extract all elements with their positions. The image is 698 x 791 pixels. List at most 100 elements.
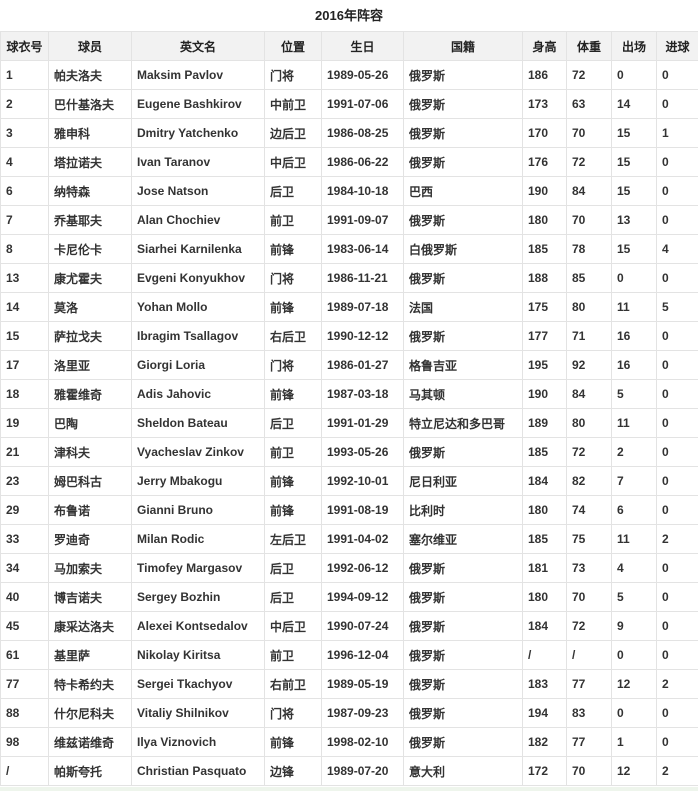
table-cell: 72 — [566, 147, 612, 177]
table-cell: / — [566, 640, 612, 670]
table-cell: 布鲁诺 — [48, 495, 132, 525]
table-cell: 门将 — [264, 60, 322, 90]
table-cell: 190 — [522, 379, 567, 409]
table-cell: 前锋 — [264, 292, 322, 322]
table-cell: Sergei Tkachyov — [131, 669, 265, 699]
table-cell: 俄罗斯 — [403, 60, 523, 90]
table-cell: 70 — [566, 205, 612, 235]
table-cell: 77 — [566, 669, 612, 699]
table-cell: 纳特森 — [48, 176, 132, 206]
table-cell: 0 — [656, 611, 698, 641]
table-cell: 4 — [0, 147, 49, 177]
squad-table: 球衣号 球员 英文名 位置 生日 国籍 身高 体重 出场 进球 1 帕夫洛夫 Maksim Pavlo… — [0, 31, 698, 786]
table-cell: 72 — [566, 60, 612, 90]
table-cell: 78 — [566, 234, 612, 264]
table-cell: 白俄罗斯 — [403, 234, 523, 264]
table-cell: 马其顿 — [403, 379, 523, 409]
table-cell: Ilya Viznovich — [131, 727, 265, 757]
table-cell: 俄罗斯 — [403, 263, 523, 293]
table-cell: 72 — [566, 437, 612, 467]
table-cell: 88 — [0, 698, 49, 728]
table-cell: 23 — [0, 466, 49, 496]
table-cell: 前锋 — [264, 466, 322, 496]
table-cell: 1987-03-18 — [321, 379, 404, 409]
table-cell: 181 — [522, 553, 567, 583]
table-cell: 1994-09-12 — [321, 582, 404, 612]
table-cell: Ivan Taranov — [131, 147, 265, 177]
table-cell: 40 — [0, 582, 49, 612]
table-row: 88 什尔尼科夫 Vitaliy Shilnikov 门将 1987-09-23 俄罗斯 1… — [0, 698, 698, 728]
table-cell: 80 — [566, 408, 612, 438]
table-cell: 1989-07-18 — [321, 292, 404, 322]
table-cell: 11 — [611, 408, 657, 438]
table-cell: 29 — [0, 495, 49, 525]
table-cell: 边锋 — [264, 756, 322, 786]
table-cell: 康采达洛夫 — [48, 611, 132, 641]
table-cell: 2 — [0, 89, 49, 119]
column-header: 英文名 — [131, 31, 265, 61]
table-cell: 77 — [0, 669, 49, 699]
table-cell: 5 — [611, 379, 657, 409]
table-cell: 莫洛 — [48, 292, 132, 322]
table-cell: Christian Pasquato — [131, 756, 265, 786]
table-cell: 雅霍维奇 — [48, 379, 132, 409]
table-cell: 4 — [656, 234, 698, 264]
table-row: 13 康尤霍夫 Evgeni Konyukhov 门将 1986-11-21 俄罗斯 188… — [0, 263, 698, 293]
table-row: 33 罗迪奇 Milan Rodic 左后卫 1991-04-02 塞尔维亚 185 75 11… — [0, 524, 698, 554]
table-cell: 188 — [522, 263, 567, 293]
table-cell: 前锋 — [264, 379, 322, 409]
column-header: 球衣号 — [0, 31, 49, 61]
table-row: 4 塔拉诺夫 Ivan Taranov 中后卫 1986-06-22 俄罗斯 176 72 15… — [0, 147, 698, 177]
table-cell: 184 — [522, 466, 567, 496]
table-cell: 马加索夫 — [48, 553, 132, 583]
table-cell: 1991-08-19 — [321, 495, 404, 525]
table-cell: 尼日利亚 — [403, 466, 523, 496]
table-cell: 1992-10-01 — [321, 466, 404, 496]
table-cell: 门将 — [264, 263, 322, 293]
table-cell: 0 — [611, 640, 657, 670]
table-cell: 92 — [566, 350, 612, 380]
table-cell: 70 — [566, 582, 612, 612]
table-cell: 13 — [611, 205, 657, 235]
table-cell: 俄罗斯 — [403, 611, 523, 641]
table-cell: 176 — [522, 147, 567, 177]
table-cell: 右前卫 — [264, 669, 322, 699]
table-cell: Siarhei Karnilenka — [131, 234, 265, 264]
table-cell: 0 — [656, 263, 698, 293]
table-cell: 2 — [656, 524, 698, 554]
table-cell: 俄罗斯 — [403, 640, 523, 670]
table-cell: 0 — [656, 205, 698, 235]
table-cell: 俄罗斯 — [403, 727, 523, 757]
table-row: 21 津科夫 Vyacheslav Zinkov 前卫 1993-05-26 俄罗斯 185… — [0, 437, 698, 467]
table-cell: 0 — [656, 437, 698, 467]
table-cell: 185 — [522, 524, 567, 554]
table-cell: 175 — [522, 292, 567, 322]
table-cell: 7 — [0, 205, 49, 235]
table-cell: 法国 — [403, 292, 523, 322]
column-header: 体重 — [566, 31, 612, 61]
table-row: 7 乔基耶夫 Alan Chochiev 前卫 1991-09-07 俄罗斯 180 70 13… — [0, 205, 698, 235]
table-cell: 后卫 — [264, 553, 322, 583]
table-cell: 门将 — [264, 698, 322, 728]
table-cell: 180 — [522, 495, 567, 525]
table-row: 98 维兹诺维奇 Ilya Viznovich 前锋 1998-02-10 俄罗斯 182 7… — [0, 727, 698, 757]
table-cell: 5 — [611, 582, 657, 612]
table-cell: 前卫 — [264, 205, 322, 235]
table-cell: 0 — [656, 321, 698, 351]
table-row: / 帕斯夸托 Christian Pasquato 边锋 1989-07-20 意大利 17… — [0, 756, 698, 786]
table-cell: 康尤霍夫 — [48, 263, 132, 293]
table-row: 6 纳特森 Jose Natson 后卫 1984-10-18 巴西 190 84 15 0 — [0, 176, 698, 206]
table-cell: Nikolay Kiritsa — [131, 640, 265, 670]
table-cell: 45 — [0, 611, 49, 641]
table-cell: 185 — [522, 234, 567, 264]
table-cell: 津科夫 — [48, 437, 132, 467]
table-cell: 前锋 — [264, 495, 322, 525]
table-cell: Alexei Kontsedalov — [131, 611, 265, 641]
table-cell: 1986-11-21 — [321, 263, 404, 293]
table-row: 34 马加索夫 Timofey Margasov 后卫 1992-06-12 俄罗斯 181… — [0, 553, 698, 583]
table-cell: 0 — [611, 698, 657, 728]
table-cell: 1996-12-04 — [321, 640, 404, 670]
table-row: 15 萨拉戈夫 Ibragim Tsallagov 右后卫 1990-12-12 俄罗斯 1… — [0, 321, 698, 351]
table-cell: 12 — [611, 669, 657, 699]
